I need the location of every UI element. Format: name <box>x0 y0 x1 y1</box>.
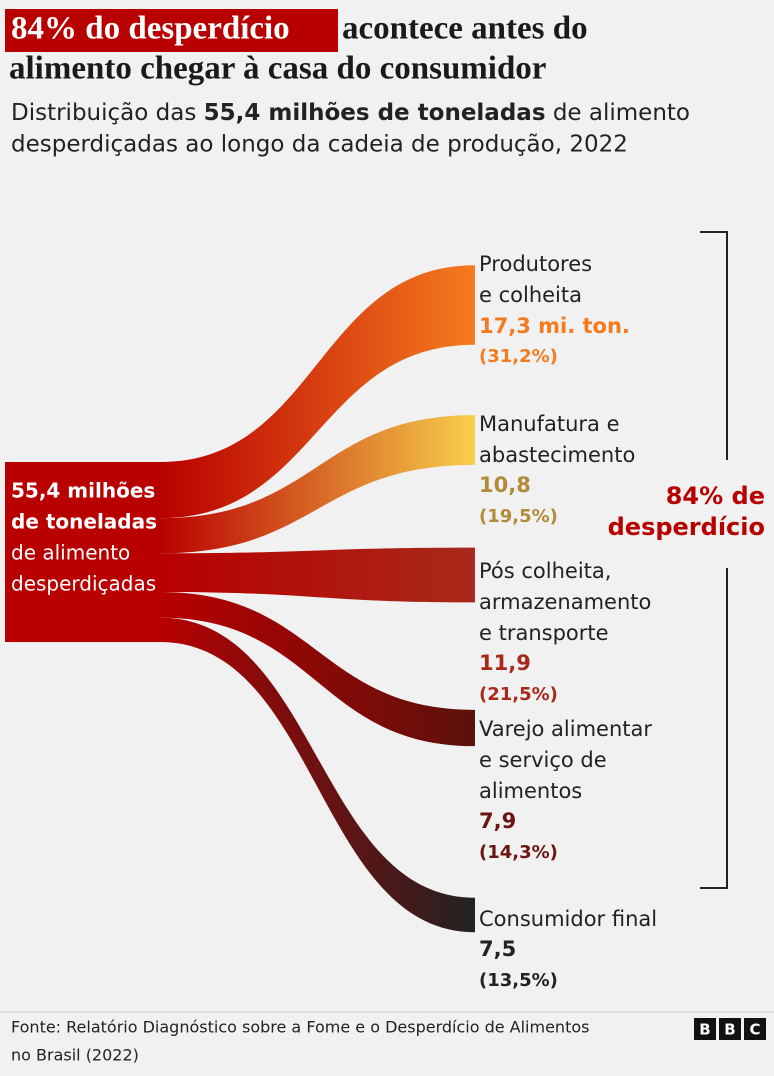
node-label: e colheita <box>479 283 582 307</box>
subtitle-part: 55,4 milhões de toneladas <box>204 100 546 126</box>
value-label: 10,8 <box>479 473 531 497</box>
bracket <box>700 231 728 460</box>
logo-box <box>719 1018 741 1040</box>
bracket-label: 84% de <box>666 482 765 510</box>
subtitle: desperdiçadas ao longo da cadeia de prod… <box>11 132 628 158</box>
node-label: Manufatura e <box>479 412 620 436</box>
flow <box>160 617 475 933</box>
title: alimento chegar à casa do consumidor <box>9 51 546 87</box>
logo-box <box>744 1018 766 1040</box>
logo-box <box>694 1018 716 1040</box>
title: acontece antes do <box>342 11 588 47</box>
node-label: e serviço de <box>479 748 607 772</box>
logo-letter: B <box>699 1021 710 1039</box>
node-label: Produtores <box>479 252 592 276</box>
subtitle-part: Distribuição das <box>11 100 204 126</box>
share-label: (19,5%) <box>479 506 558 527</box>
share-label: (14,3%) <box>479 842 558 863</box>
subtitle-part: de alimento <box>546 100 690 126</box>
share-label: (21,5%) <box>479 684 558 705</box>
value-label: 11,9 <box>479 651 531 675</box>
logo-letter: B <box>724 1021 735 1039</box>
node-label: Varejo alimentar <box>479 717 652 741</box>
flows <box>160 265 475 933</box>
source-node <box>5 462 160 643</box>
share-label: (13,5%) <box>479 970 558 991</box>
bracket-label: desperdício <box>608 513 765 541</box>
flow <box>160 415 475 554</box>
node-label: Consumidor final <box>479 907 657 931</box>
node-label: e transporte <box>479 621 609 645</box>
flow <box>160 547 475 603</box>
flow <box>160 592 475 747</box>
node-label: Pós colheita, <box>479 559 611 583</box>
share-label: (31,2%) <box>479 346 558 367</box>
title-highlight-box <box>5 9 338 52</box>
value-label: 17,3 mi. ton. <box>479 314 630 338</box>
source-label: de toneladas <box>11 510 157 534</box>
bracket <box>700 568 728 889</box>
flow <box>160 265 475 519</box>
logo-letter: C <box>749 1021 760 1039</box>
footer: Fonte: Relatório Diagnóstico sobre a Fom… <box>11 1018 589 1037</box>
source-label: desperdiçadas <box>11 572 156 596</box>
node-label: abastecimento <box>479 443 635 467</box>
subtitle: Distribuição das 55,4 milhões de tonelad… <box>11 100 690 126</box>
source-label: 55,4 milhões <box>11 479 155 503</box>
value-label: 7,9 <box>479 809 516 833</box>
value-label: 7,5 <box>479 937 516 961</box>
title-highlight: 84% do desperdício <box>11 11 290 47</box>
footer: no Brasil (2022) <box>11 1046 139 1065</box>
source-label: de alimento <box>11 541 130 565</box>
node-label: armazenamento <box>479 590 651 614</box>
node-label: alimentos <box>479 779 582 803</box>
